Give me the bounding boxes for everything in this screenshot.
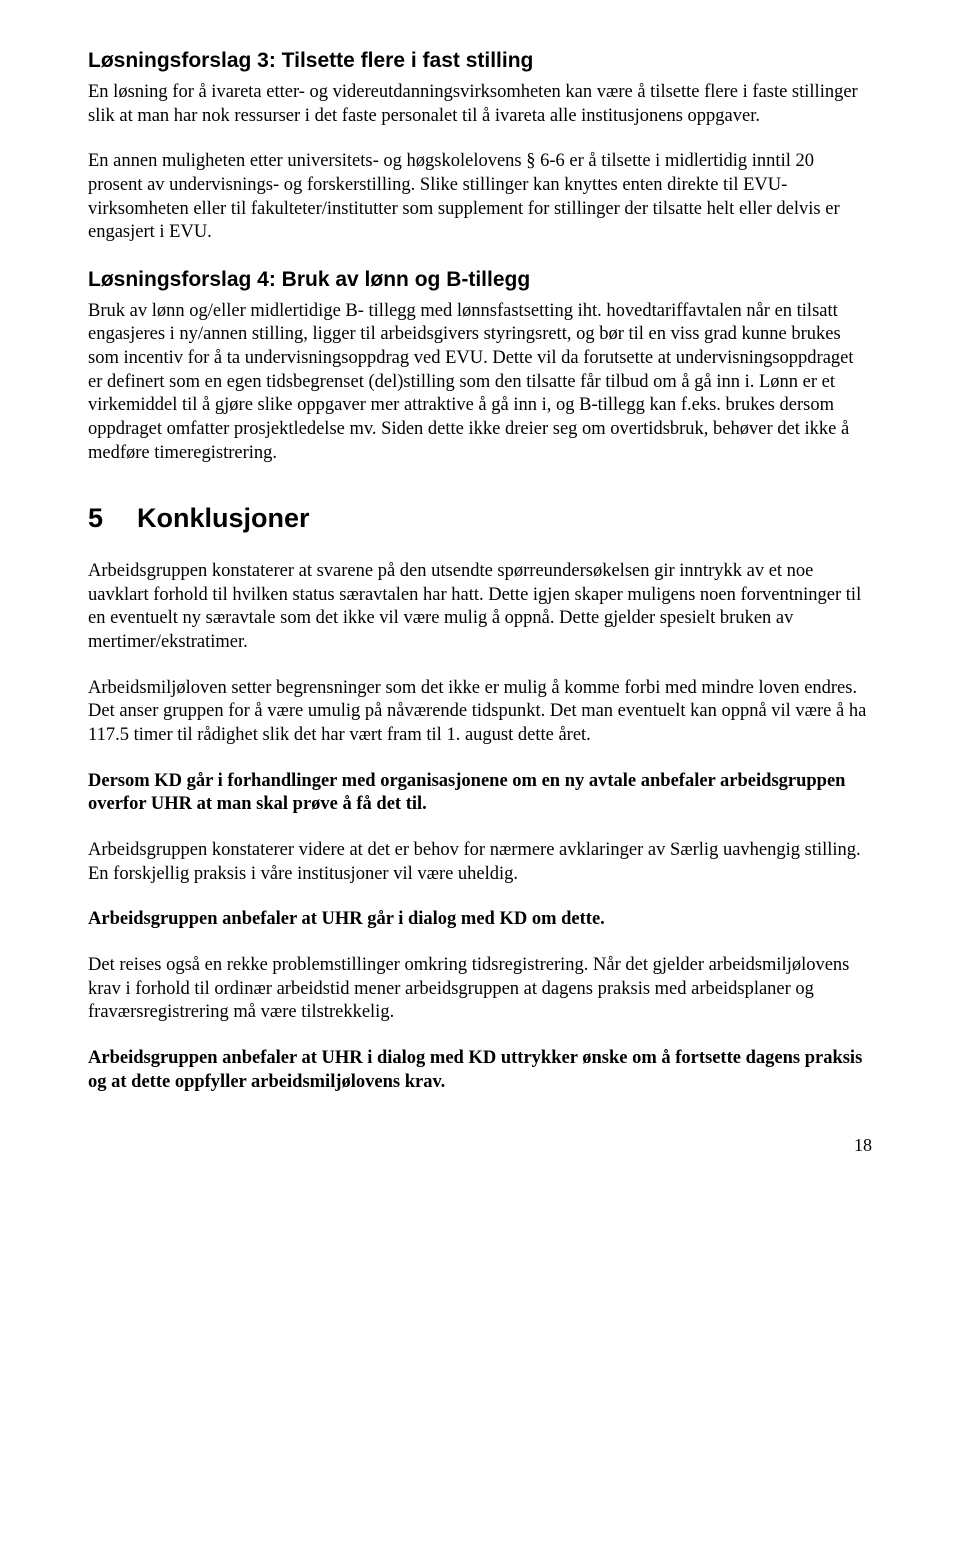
conclusions-para-5: Arbeidsgruppen anbefaler at UHR går i di…: [88, 908, 872, 932]
conclusions-heading: 5 Konklusjoner: [88, 501, 872, 536]
solution-3-para-1: En løsning for å ivareta etter- og vider…: [88, 81, 872, 128]
conclusions-para-4: Arbeidsgruppen konstaterer videre at det…: [88, 839, 872, 886]
conclusions-para-1: Arbeidsgruppen konstaterer at svarene på…: [88, 560, 872, 655]
page-number: 18: [88, 1134, 872, 1157]
conclusions-para-3: Dersom KD går i forhandlinger med organi…: [88, 770, 872, 817]
conclusions-number: 5: [88, 501, 103, 536]
conclusions-title: Konklusjoner: [137, 501, 310, 536]
solution-4-para-1: Bruk av lønn og/eller midlertidige B- ti…: [88, 300, 872, 466]
conclusions-para-2: Arbeidsmiljøloven setter begrensninger s…: [88, 677, 872, 748]
solution-3-heading: Løsningsforslag 3: Tilsette flere i fast…: [88, 48, 872, 75]
solution-3-para-2: En annen muligheten etter universitets- …: [88, 150, 872, 245]
solution-4-heading: Løsningsforslag 4: Bruk av lønn og B-til…: [88, 267, 872, 294]
conclusions-para-7: Arbeidsgruppen anbefaler at UHR i dialog…: [88, 1047, 872, 1094]
conclusions-para-6: Det reises også en rekke problemstilling…: [88, 954, 872, 1025]
